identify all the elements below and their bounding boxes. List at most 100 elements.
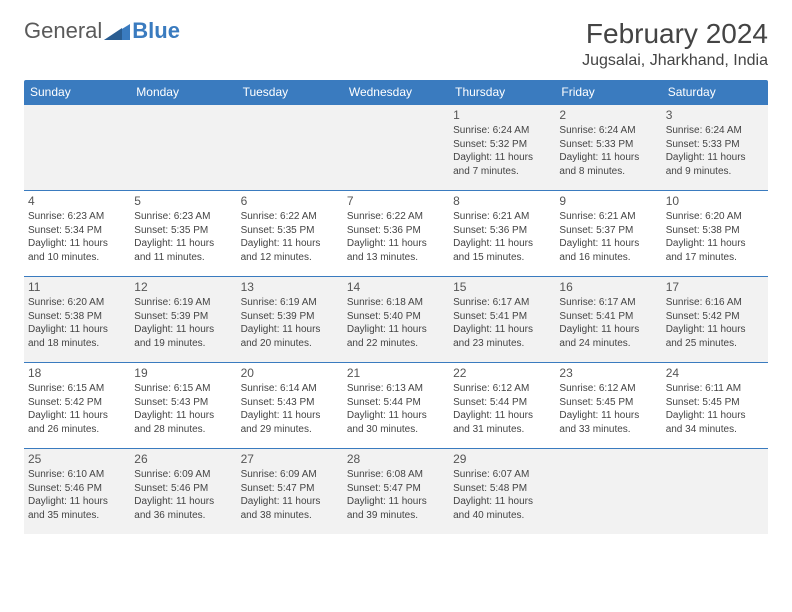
day-number: 23 <box>559 366 657 380</box>
day-number: 11 <box>28 280 126 294</box>
day-cell: 21 Sunrise: 6:13 AMSunset: 5:44 PMDayligh… <box>343 362 449 448</box>
day-cell: 20 Sunrise: 6:14 AMSunset: 5:43 PMDayligh… <box>237 362 343 448</box>
day-detail: Sunrise: 6:12 AMSunset: 5:44 PMDaylight:… <box>453 382 551 436</box>
day-cell: 27 Sunrise: 6:09 AMSunset: 5:47 PMDayligh… <box>237 448 343 534</box>
title-block: February 2024 Jugsalai, Jharkhand, India <box>582 18 768 70</box>
empty-cell <box>24 104 130 190</box>
day-detail: Sunrise: 6:14 AMSunset: 5:43 PMDaylight:… <box>241 382 339 436</box>
day-detail: Sunrise: 6:07 AMSunset: 5:48 PMDaylight:… <box>453 468 551 522</box>
calendar-table: SundayMondayTuesdayWednesdayThursdayFrid… <box>24 80 768 534</box>
day-number: 27 <box>241 452 339 466</box>
day-detail: Sunrise: 6:24 AMSunset: 5:33 PMDaylight:… <box>666 124 764 178</box>
day-detail: Sunrise: 6:20 AMSunset: 5:38 PMDaylight:… <box>28 296 126 350</box>
day-cell: 26Sunrise: 6:09 AMSunset: 5:46 PMDayligh… <box>130 448 236 534</box>
page-title: February 2024 <box>582 18 768 50</box>
day-number: 17 <box>666 280 764 294</box>
header: General Blue February 2024 Jugsalai, Jha… <box>24 18 768 70</box>
day-number: 10 <box>666 194 764 208</box>
day-cell: 25 Sunrise: 6:10 AMSunset: 5:46 PMDayligh… <box>24 448 130 534</box>
day-detail: Sunrise: 6:16 AMSunset: 5:42 PMDaylight:… <box>666 296 764 350</box>
week-row: 18 Sunrise: 6:15 AMSunset: 5:42 PMDayligh… <box>24 362 768 448</box>
day-cell: 23 Sunrise: 6:12 AMSunset: 5:45 PMDayligh… <box>555 362 661 448</box>
day-number: 16 <box>559 280 657 294</box>
day-header-sunday: Sunday <box>24 80 130 104</box>
day-cell: 11 Sunrise: 6:20 AMSunset: 5:38 PMDayligh… <box>24 276 130 362</box>
day-header-tuesday: Tuesday <box>237 80 343 104</box>
day-cell: 18 Sunrise: 6:15 AMSunset: 5:42 PMDayligh… <box>24 362 130 448</box>
day-header-wednesday: Wednesday <box>343 80 449 104</box>
day-detail: Sunrise: 6:22 AMSunset: 5:35 PMDaylight:… <box>241 210 339 264</box>
empty-cell <box>662 448 768 534</box>
day-number: 4 <box>28 194 126 208</box>
day-cell: 14Sunrise: 6:18 AMSunset: 5:40 PMDayligh… <box>343 276 449 362</box>
day-cell: 8 Sunrise: 6:21 AMSunset: 5:36 PMDaylight… <box>449 190 555 276</box>
day-number: 19 <box>134 366 232 380</box>
day-cell: 12 Sunrise: 6:19 AMSunset: 5:39 PMDayligh… <box>130 276 236 362</box>
day-detail: Sunrise: 6:19 AMSunset: 5:39 PMDaylight:… <box>241 296 339 350</box>
day-detail: Sunrise: 6:21 AMSunset: 5:36 PMDaylight:… <box>453 210 551 264</box>
day-number: 22 <box>453 366 551 380</box>
day-number: 20 <box>241 366 339 380</box>
day-number: 1 <box>453 108 551 122</box>
day-number: 28 <box>347 452 445 466</box>
day-detail: Sunrise: 6:11 AMSunset: 5:45 PMDaylight:… <box>666 382 764 436</box>
day-cell: 22 Sunrise: 6:12 AMSunset: 5:44 PMDayligh… <box>449 362 555 448</box>
day-detail: Sunrise: 6:08 AMSunset: 5:47 PMDaylight:… <box>347 468 445 522</box>
day-number: 29 <box>453 452 551 466</box>
day-cell: 15 Sunrise: 6:17 AMSunset: 5:41 PMDayligh… <box>449 276 555 362</box>
empty-cell <box>130 104 236 190</box>
day-number: 18 <box>28 366 126 380</box>
day-cell: 1Sunrise: 6:24 AMSunset: 5:32 PMDaylight… <box>449 104 555 190</box>
day-header-row: SundayMondayTuesdayWednesdayThursdayFrid… <box>24 80 768 104</box>
day-detail: Sunrise: 6:10 AMSunset: 5:46 PMDaylight:… <box>28 468 126 522</box>
day-number: 6 <box>241 194 339 208</box>
week-row: 25 Sunrise: 6:10 AMSunset: 5:46 PMDayligh… <box>24 448 768 534</box>
day-cell: 7Sunrise: 6:22 AMSunset: 5:36 PMDaylight… <box>343 190 449 276</box>
day-number: 21 <box>347 366 445 380</box>
day-cell: 28 Sunrise: 6:08 AMSunset: 5:47 PMDayligh… <box>343 448 449 534</box>
day-detail: Sunrise: 6:21 AMSunset: 5:37 PMDaylight:… <box>559 210 657 264</box>
day-detail: Sunrise: 6:18 AMSunset: 5:40 PMDaylight:… <box>347 296 445 350</box>
day-detail: Sunrise: 6:15 AMSunset: 5:42 PMDaylight:… <box>28 382 126 436</box>
day-detail: Sunrise: 6:17 AMSunset: 5:41 PMDaylight:… <box>453 296 551 350</box>
day-cell: 3 Sunrise: 6:24 AMSunset: 5:33 PMDaylight… <box>662 104 768 190</box>
empty-cell <box>555 448 661 534</box>
day-detail: Sunrise: 6:20 AMSunset: 5:38 PMDaylight:… <box>666 210 764 264</box>
day-cell: 17 Sunrise: 6:16 AMSunset: 5:42 PMDayligh… <box>662 276 768 362</box>
empty-cell <box>237 104 343 190</box>
calendar-body: 1Sunrise: 6:24 AMSunset: 5:32 PMDaylight… <box>24 104 768 534</box>
day-cell: 19 Sunrise: 6:15 AMSunset: 5:43 PMDayligh… <box>130 362 236 448</box>
day-header-monday: Monday <box>130 80 236 104</box>
day-cell: 6 Sunrise: 6:22 AMSunset: 5:35 PMDaylight… <box>237 190 343 276</box>
day-number: 5 <box>134 194 232 208</box>
day-cell: 9Sunrise: 6:21 AMSunset: 5:37 PMDaylight… <box>555 190 661 276</box>
day-number: 12 <box>134 280 232 294</box>
day-number: 3 <box>666 108 764 122</box>
day-detail: Sunrise: 6:12 AMSunset: 5:45 PMDaylight:… <box>559 382 657 436</box>
day-number: 13 <box>241 280 339 294</box>
day-header-saturday: Saturday <box>662 80 768 104</box>
day-detail: Sunrise: 6:15 AMSunset: 5:43 PMDaylight:… <box>134 382 232 436</box>
day-cell: 10 Sunrise: 6:20 AMSunset: 5:38 PMDayligh… <box>662 190 768 276</box>
day-detail: Sunrise: 6:09 AMSunset: 5:47 PMDaylight:… <box>241 468 339 522</box>
logo-triangle-icon <box>104 22 130 40</box>
day-cell: 29 Sunrise: 6:07 AMSunset: 5:48 PMDayligh… <box>449 448 555 534</box>
day-number: 8 <box>453 194 551 208</box>
day-header-friday: Friday <box>555 80 661 104</box>
day-detail: Sunrise: 6:13 AMSunset: 5:44 PMDaylight:… <box>347 382 445 436</box>
day-detail: Sunrise: 6:23 AMSunset: 5:35 PMDaylight:… <box>134 210 232 264</box>
day-header-thursday: Thursday <box>449 80 555 104</box>
day-detail: Sunrise: 6:17 AMSunset: 5:41 PMDaylight:… <box>559 296 657 350</box>
logo-text-2: Blue <box>132 18 180 43</box>
day-number: 25 <box>28 452 126 466</box>
week-row: 4 Sunrise: 6:23 AMSunset: 5:34 PMDaylight… <box>24 190 768 276</box>
week-row: 1Sunrise: 6:24 AMSunset: 5:32 PMDaylight… <box>24 104 768 190</box>
day-number: 15 <box>453 280 551 294</box>
day-cell: 5 Sunrise: 6:23 AMSunset: 5:35 PMDaylight… <box>130 190 236 276</box>
day-detail: Sunrise: 6:19 AMSunset: 5:39 PMDaylight:… <box>134 296 232 350</box>
day-detail: Sunrise: 6:23 AMSunset: 5:34 PMDaylight:… <box>28 210 126 264</box>
day-detail: Sunrise: 6:22 AMSunset: 5:36 PMDaylight:… <box>347 210 445 264</box>
logo: General Blue <box>24 18 180 44</box>
location-text: Jugsalai, Jharkhand, India <box>582 52 768 70</box>
day-cell: 24Sunrise: 6:11 AMSunset: 5:45 PMDayligh… <box>662 362 768 448</box>
